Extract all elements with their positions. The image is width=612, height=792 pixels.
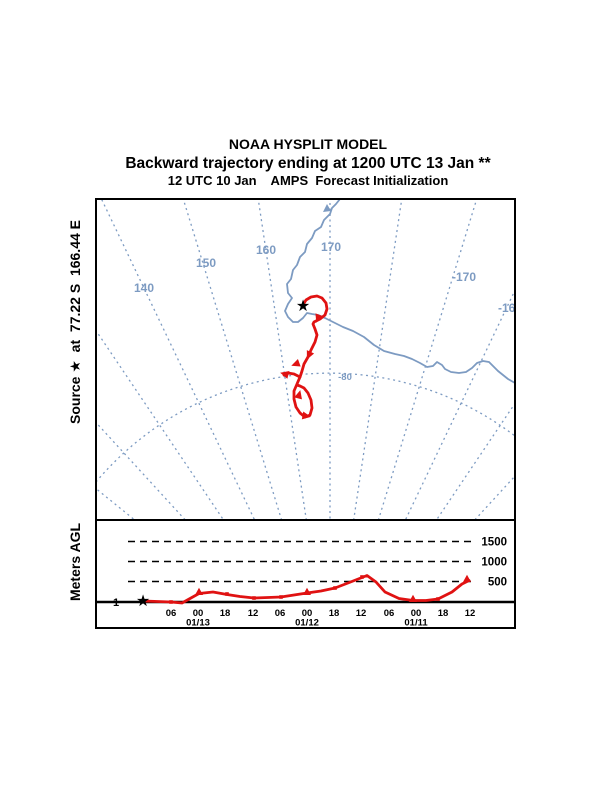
trajectory-direction-marker bbox=[306, 350, 315, 360]
x-tick-labels: 06 00 18 12 06 00 18 12 06 00 18 12 bbox=[166, 608, 476, 619]
trajectory-path bbox=[292, 294, 329, 419]
profile-markers bbox=[169, 574, 471, 604]
x-tick-10: 18 bbox=[438, 608, 449, 619]
profile-time-marker bbox=[195, 587, 203, 595]
date-label-01/11: 01/11 bbox=[404, 618, 428, 629]
meters-agl-label: Meters AGL bbox=[67, 523, 83, 602]
meridian--160 bbox=[404, 288, 515, 520]
x-tick-0: 06 bbox=[166, 608, 177, 619]
profile-border bbox=[95, 519, 516, 629]
title-model: NOAA HYSPLIT MODEL bbox=[229, 136, 388, 152]
x-tick-4: 06 bbox=[275, 608, 286, 619]
height-profile-line bbox=[142, 574, 471, 605]
source-star-icon: ★ bbox=[296, 298, 310, 315]
profile-point-marker bbox=[436, 597, 440, 601]
trajectory-number-label: 1 bbox=[113, 597, 119, 609]
x-tick-8: 06 bbox=[384, 608, 395, 619]
date-label-01/12: 01/12 bbox=[295, 618, 319, 629]
x-tick-2: 18 bbox=[220, 608, 231, 619]
x-tick-6: 18 bbox=[329, 608, 340, 619]
coast-feature-mark bbox=[323, 204, 331, 212]
level-label-1000: 1000 bbox=[481, 557, 507, 569]
x-tick-5: 00 bbox=[302, 608, 313, 619]
meridian-130 bbox=[96, 329, 225, 520]
profile-point-marker bbox=[252, 596, 256, 600]
meridian-label-170: 170 bbox=[321, 240, 341, 254]
date-label-01/13: 01/13 bbox=[186, 618, 210, 629]
trajectory-direction-marker bbox=[315, 313, 323, 323]
level-lines bbox=[128, 540, 472, 583]
x-tick-1: 00 bbox=[193, 608, 204, 619]
level-label-1500: 1500 bbox=[481, 537, 507, 549]
meridian-label--160: -160 bbox=[498, 301, 522, 315]
trajectory-direction-marker bbox=[280, 371, 290, 379]
profile-time-marker bbox=[463, 574, 471, 582]
profile-point-marker bbox=[333, 586, 337, 590]
trajectory-direction-marker bbox=[294, 390, 302, 400]
meridian-110 bbox=[96, 487, 136, 520]
source-location-label: Source ★ at 77.22 S 166.44 E bbox=[67, 220, 83, 424]
title-trajectory: Backward trajectory ending at 1200 UTC 1… bbox=[125, 155, 491, 172]
x-tick-11: 12 bbox=[465, 608, 476, 619]
level-label-500: 500 bbox=[488, 577, 507, 589]
profile-point-marker bbox=[279, 595, 283, 599]
map-traj-markers bbox=[280, 313, 323, 420]
meridian--170 bbox=[377, 199, 478, 520]
trajectory-direction-marker bbox=[291, 359, 301, 367]
x-tick-7: 12 bbox=[356, 608, 367, 619]
trajectory-direction-marker bbox=[301, 411, 311, 420]
map-panel: 140 150 160 170 -170 -160 -80 ★ bbox=[96, 199, 522, 520]
level-labels: 1500 1000 500 bbox=[481, 537, 507, 589]
meridian-labels: 140 150 160 170 -170 -160 bbox=[134, 240, 522, 315]
profile-time-marker bbox=[303, 587, 311, 595]
profile-point-marker bbox=[169, 600, 173, 604]
meridian-label-150: 150 bbox=[196, 256, 216, 270]
title-initialization: 12 UTC 10 Jan AMPS Forecast Initializati… bbox=[168, 173, 449, 188]
meridian-180 bbox=[353, 199, 403, 520]
profile-star-icon: ★ bbox=[136, 593, 150, 610]
profile-point-marker bbox=[225, 592, 229, 596]
x-tick-3: 12 bbox=[248, 608, 259, 619]
coastline bbox=[284, 199, 515, 384]
x-date-labels: 01/13 01/12 01/11 bbox=[186, 618, 428, 629]
meridian-label-140: 140 bbox=[134, 281, 154, 295]
meridian-label--170: -170 bbox=[452, 270, 476, 284]
x-tick-9: 00 bbox=[411, 608, 422, 619]
height-profile-panel: 1500 1000 500 ★ 1 06 00 18 12 06 00 18 12 06 00 18 12… bbox=[96, 537, 515, 629]
parallel-80s-label: -80 bbox=[338, 372, 352, 383]
profile-time-marker bbox=[409, 594, 417, 602]
profile-point-marker bbox=[360, 575, 364, 579]
meridian-label-160: 160 bbox=[256, 243, 276, 257]
